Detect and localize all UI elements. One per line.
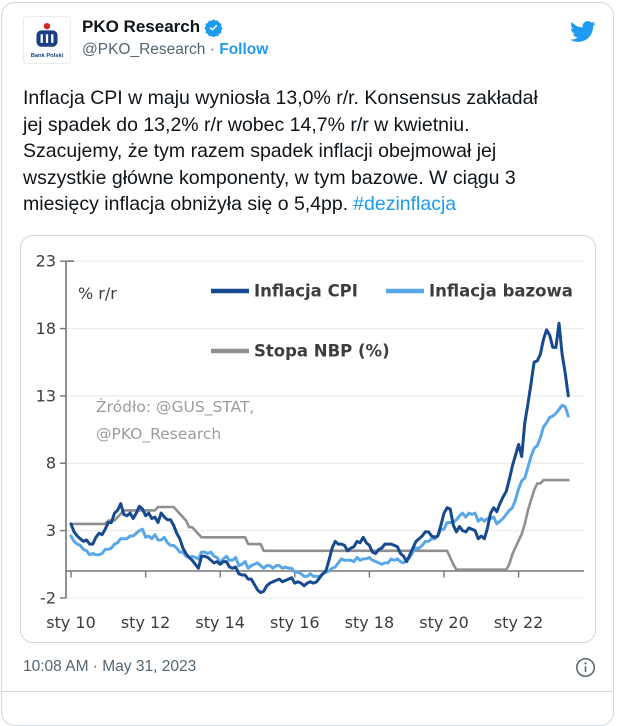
timestamp[interactable]: 10:08 AM · May 31, 2023 — [23, 658, 197, 675]
x-tick-label: sty 14 — [195, 613, 245, 632]
source-text: @PKO_Research — [96, 425, 221, 444]
legend-label: Inflacja CPI — [254, 281, 358, 300]
tweet-text-line: Szacujemy, że tym razem spadek inflacji … — [23, 140, 497, 162]
series-inflacja-cpi — [69, 321, 570, 594]
follow-button[interactable]: Follow — [219, 41, 269, 58]
y-tick-label: 18 — [36, 319, 56, 338]
tweet-header: Bank Polski PKO Research @PKO_Research ·… — [2, 3, 613, 64]
x-tick-label: sty 16 — [270, 613, 320, 632]
legend-label: Inflacja bazowa — [429, 281, 573, 300]
avatar[interactable]: Bank Polski — [23, 16, 71, 64]
inflation-chart: -2 3 8 13 18 23 sty 10 sty 12 sty 14 sty 16 sty 18… — [36, 251, 584, 632]
verified-badge-icon — [204, 18, 223, 37]
x-tick-label: sty 12 — [121, 613, 171, 632]
tweet-text-line: jej spadek do 13,2% r/r wobec 14,7% r/r … — [23, 113, 470, 136]
x-tick-label: sty 20 — [419, 613, 469, 632]
x-tick-label: sty 18 — [345, 613, 395, 632]
y-tick-label: -2 — [40, 588, 56, 607]
tweet-text-line: Inflacja CPI w maju wyniosła 13,0% r/r. … — [23, 87, 538, 109]
account-name[interactable]: PKO Research — [82, 17, 201, 36]
account-handle[interactable]: @PKO_Research — [82, 41, 206, 58]
info-icon[interactable] — [575, 657, 596, 678]
source-text: Źródło: @GUS_STAT, — [96, 397, 254, 417]
dot-separator: · — [209, 41, 215, 58]
tweet-text: Inflacja CPI w maju wyniosła 13,0% r/r. … — [23, 85, 596, 218]
chart-card: -2 3 8 13 18 23 sty 10 sty 12 sty 14 sty 16 sty 18… — [20, 234, 596, 643]
svg-text:Bank Polski: Bank Polski — [31, 53, 64, 59]
x-tick-label: sty 22 — [494, 613, 544, 632]
hashtag-link[interactable]: #dezinflacja — [353, 193, 457, 215]
pko-logo-icon: Bank Polski — [24, 17, 70, 63]
twitter-bird-icon[interactable] — [569, 18, 596, 45]
tweet-text-line: miesięcy inflacja obniżyła się o 5,4pp. #… — [23, 191, 596, 218]
axis-unit-label: % r/r — [78, 284, 117, 303]
identity-block: PKO Research @PKO_Research · Follow — [82, 16, 569, 60]
y-tick-label: 23 — [36, 251, 56, 270]
y-tick-label: 8 — [46, 453, 56, 472]
legend-label: Stopa NBP (%) — [254, 341, 390, 360]
y-tick-label: 13 — [36, 386, 56, 405]
tweet-text-last-line: miesięcy inflacja obniżyła się o 5,4pp. — [23, 193, 349, 215]
y-tick-label: 3 — [46, 521, 56, 540]
series-stopa-nbp- — [69, 478, 570, 571]
x-tick-label: sty 10 — [46, 613, 96, 632]
tweet-text-line: wszystkie główne komponenty, w tym bazow… — [23, 166, 516, 189]
tweet-footer: 10:08 AM · May 31, 2023 — [2, 643, 613, 678]
bottom-divider — [2, 690, 613, 692]
